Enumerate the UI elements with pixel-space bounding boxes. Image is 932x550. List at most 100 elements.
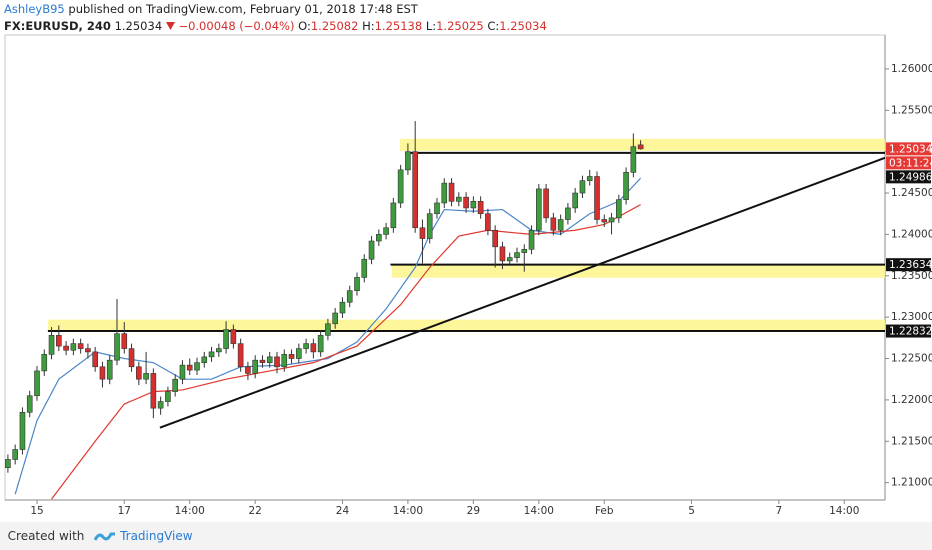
- candle-body: [128, 348, 135, 368]
- low-value: 1.25025: [436, 19, 484, 33]
- candle-body: [310, 343, 317, 353]
- candle-body: [92, 351, 98, 368]
- candle-body: [194, 362, 200, 371]
- candle-body: [252, 359, 258, 374]
- candle-body: [114, 333, 120, 361]
- down-arrow: [165, 22, 175, 30]
- candle-body: [354, 277, 360, 291]
- x-tick-label: 5: [688, 505, 695, 517]
- y-tick-label: 1.22500: [891, 353, 932, 365]
- x-tick-label: 7: [775, 505, 782, 517]
- close-label: C:: [487, 19, 500, 33]
- candle-body: [325, 323, 331, 336]
- y-tick-label: 1.24500: [891, 187, 932, 199]
- x-tick-label: 17: [118, 505, 131, 517]
- created-with: Created with: [7, 529, 85, 543]
- x-tick-label: 22: [248, 505, 261, 517]
- candle-body: [477, 201, 484, 215]
- candle-body: [448, 182, 455, 202]
- low-label: L:: [425, 19, 437, 33]
- candle-body: [528, 229, 535, 250]
- brand[interactable]: TradingView: [120, 529, 193, 543]
- candle-body: [557, 219, 564, 231]
- x-tick-label: 14:00: [829, 505, 859, 517]
- candle-body: [70, 343, 77, 351]
- countdown-label: 03:11:24: [889, 157, 932, 169]
- axes: 1.21000 1.21500 1.22000 1.22500 1.23000 1.235…: [30, 63, 932, 517]
- published: published on TradingView.com, February 0…: [64, 2, 418, 16]
- candle-body: [26, 395, 33, 413]
- candle-body: [383, 227, 389, 235]
- author[interactable]: AshleyB95: [4, 2, 65, 16]
- x-tick-label: 14:00: [393, 505, 423, 517]
- candle-body: [216, 348, 222, 353]
- candle-body: [172, 378, 178, 392]
- y-tick-label: 1.23000: [891, 311, 932, 323]
- zone: [391, 263, 885, 278]
- y-tick-label: 1.26000: [891, 63, 932, 75]
- candle-body: [41, 354, 48, 372]
- level-label: 1.24986: [889, 171, 932, 183]
- candle-body: [303, 343, 309, 349]
- x-tick-label: 29: [467, 505, 480, 517]
- candle-body: [368, 240, 375, 260]
- candle-body: [390, 202, 397, 229]
- candle-body: [317, 335, 324, 353]
- candle-body: [85, 348, 91, 353]
- candle-body: [579, 180, 586, 194]
- open-label: O:: [298, 19, 311, 33]
- candle-body: [506, 257, 513, 262]
- change: −0.00048 (−0.04%): [178, 19, 295, 33]
- last-price-label: 1.25034: [889, 143, 932, 155]
- level-label-box: [886, 258, 931, 272]
- level-label-box: [886, 170, 931, 184]
- candle-body: [288, 354, 295, 359]
- candle-body: [637, 144, 644, 150]
- candle-body: [230, 329, 237, 344]
- candle-body: [441, 182, 448, 204]
- candle-body: [412, 151, 418, 229]
- candle-body: [405, 151, 411, 171]
- y-tick-label: 1.24000: [891, 228, 932, 240]
- candle-body: [514, 252, 520, 258]
- candle-body: [77, 343, 84, 349]
- y-tick-label: 1.23500: [891, 270, 932, 282]
- candle-body: [106, 359, 113, 380]
- candle-body: [550, 217, 557, 231]
- y-tick-label: 1.22000: [891, 394, 932, 406]
- candle-body: [34, 370, 40, 397]
- candle-body: [136, 366, 142, 380]
- candle-body: [499, 246, 506, 262]
- candle-body: [601, 219, 608, 223]
- high-value: 1.25138: [374, 19, 423, 33]
- candle-body: [165, 391, 171, 402]
- zone: [47, 319, 885, 331]
- level-label-box: [886, 324, 931, 338]
- x-tick-label: 15: [30, 505, 43, 517]
- candle-body: [594, 176, 600, 220]
- y-tick-label: 1.25500: [891, 104, 932, 116]
- candle-body: [179, 364, 186, 380]
- x-tick-label: 14:00: [524, 505, 554, 517]
- level-label: 1.22832: [889, 326, 932, 338]
- candle-body: [237, 343, 244, 368]
- candle-body: [56, 335, 62, 347]
- candle-body: [245, 366, 251, 374]
- candle-body: [223, 329, 229, 349]
- header: AshleyB95 published on TradingView.com, …: [4, 0, 924, 34]
- candle-body: [485, 213, 491, 231]
- candle-body: [274, 356, 280, 368]
- candle-body: [543, 188, 549, 219]
- candle-body: [208, 351, 215, 358]
- candle-body: [346, 290, 353, 303]
- candle-body: [521, 248, 528, 253]
- candle-body: [157, 401, 164, 409]
- candle-body: [296, 348, 302, 359]
- candle-body: [121, 333, 128, 349]
- candle-body: [565, 207, 571, 220]
- high-label: H:: [362, 19, 375, 33]
- symbol: FX:EURUSD, 240: [4, 19, 111, 33]
- candle-body: [48, 335, 55, 355]
- candle-body: [332, 312, 338, 325]
- candle-body: [456, 196, 462, 202]
